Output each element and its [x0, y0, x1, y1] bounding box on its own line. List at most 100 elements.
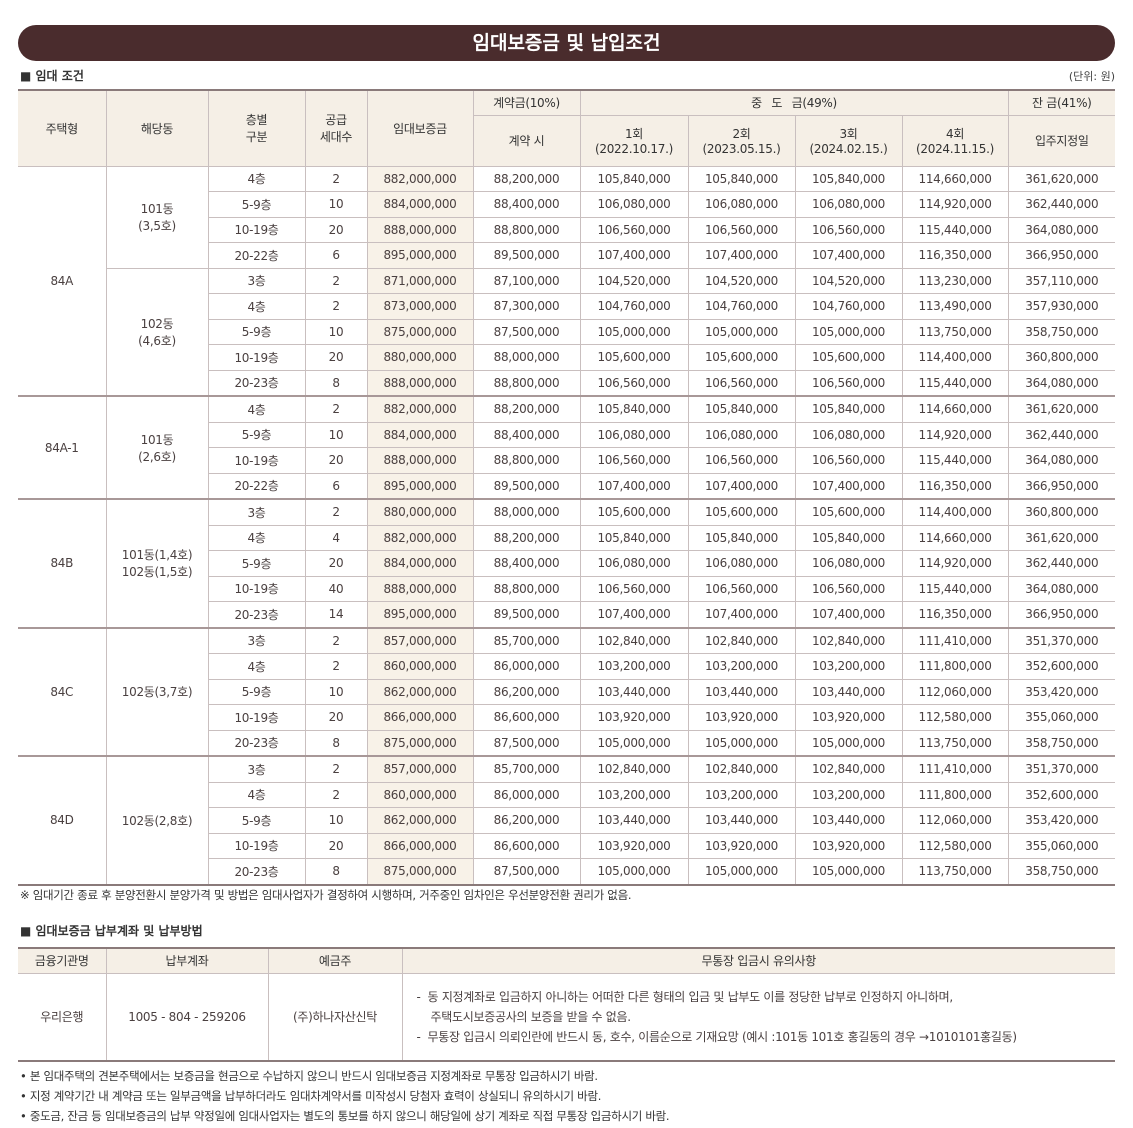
cell-contract: 89,500,000 — [472, 601, 581, 628]
cell-balance: 360,800,000 — [1007, 344, 1116, 371]
cell-middle-3: 105,000,000 — [794, 858, 903, 885]
cell-contract: 86,200,000 — [472, 807, 581, 834]
cell-middle-4: 111,800,000 — [901, 653, 1009, 680]
cell-middle-1: 103,200,000 — [579, 781, 689, 808]
cell-units: 8 — [304, 858, 368, 885]
cell-middle-2: 105,600,000 — [687, 344, 796, 371]
cell-middle-3: 106,560,000 — [794, 216, 903, 243]
cell-floor: 5-9층 — [208, 678, 306, 705]
cell-balance: 352,600,000 — [1007, 653, 1116, 680]
cell-contract: 88,400,000 — [472, 550, 581, 577]
cell-balance: 357,930,000 — [1007, 293, 1116, 320]
cell-middle-3: 106,560,000 — [794, 575, 903, 602]
cell-middle-2: 107,400,000 — [687, 601, 796, 628]
cell-deposit: 895,000,000 — [366, 242, 474, 269]
table-row: 84A-1 101동 (2,6호) 4층 2 882,000,000 88,200,000… — [18, 395, 1116, 500]
cell-middle-1: 105,840,000 — [579, 395, 689, 423]
cell-middle-4: 113,750,000 — [901, 318, 1009, 345]
cell-contract: 88,200,000 — [472, 395, 581, 423]
cell-dong: 101동 (2,6호) — [105, 395, 209, 500]
cell-deposit: 882,000,000 — [366, 165, 474, 192]
cell-middle-4: 113,230,000 — [901, 267, 1009, 294]
cell-middle-1: 103,920,000 — [579, 832, 689, 859]
cell-middle-4: 114,660,000 — [901, 395, 1009, 423]
cell-contract: 86,200,000 — [472, 678, 581, 705]
lease-conditions-table: 주택형 해당동 층별 구분 공급 세대수 임대보증금 계약금(10%) 중 도 … — [18, 89, 1116, 886]
table-row: 20-23층 8 875,000,000 87,500,000 105,000,000 1… — [18, 729, 1116, 757]
cell-middle-3: 106,080,000 — [794, 421, 903, 448]
cell-floor: 20-22층 — [208, 472, 306, 500]
cell-floor: 5-9층 — [208, 421, 306, 448]
cell-deposit: 880,000,000 — [366, 498, 474, 526]
cell-middle-1: 105,600,000 — [579, 498, 689, 526]
cell-deposit: 862,000,000 — [366, 807, 474, 834]
table-row: 20-23층 8 875,000,000 87,500,000 105,000,000 1… — [18, 858, 1116, 885]
cell-floor: 10-19층 — [208, 344, 306, 371]
cell-contract: 87,500,000 — [472, 858, 581, 885]
cell-units: 2 — [304, 267, 368, 294]
deposit-note: - 무통장 입금시 의뢰인란에 반드시 동, 호수, 이름순으로 기재요망 (예… — [416, 1029, 1018, 1044]
cell-middle-3: 107,400,000 — [794, 242, 903, 269]
cell-floor: 4층 — [208, 781, 306, 808]
cell-middle-2: 104,520,000 — [687, 267, 796, 294]
cell-middle-4: 114,920,000 — [901, 191, 1009, 218]
header-account: 납부계좌 — [105, 947, 269, 974]
cell-middle-2: 106,560,000 — [687, 575, 796, 602]
cell-middle-3: 103,920,000 — [794, 832, 903, 859]
cell-middle-4: 113,490,000 — [901, 293, 1009, 320]
cell-contract: 88,800,000 — [472, 369, 581, 397]
table-row: 10-19층 20 866,000,000 86,600,000 103,920,000… — [18, 704, 1116, 731]
cell-middle-1: 105,840,000 — [579, 524, 689, 551]
cell-floor: 5-9층 — [208, 191, 306, 218]
cell-middle-4: 114,400,000 — [901, 344, 1009, 371]
cell-balance: 361,620,000 — [1007, 395, 1116, 423]
cell-dong: 102동(3,7호) — [105, 627, 209, 757]
cell-contract: 86,600,000 — [472, 704, 581, 731]
cell-floor: 5-9층 — [208, 550, 306, 577]
cell-units: 2 — [304, 627, 368, 654]
table-row: 4층 4 882,000,000 88,200,000 105,840,000 105,8… — [18, 524, 1116, 551]
cell-middle-1: 104,760,000 — [579, 293, 689, 320]
cell-balance: 360,800,000 — [1007, 498, 1116, 526]
cell-middle-2: 105,000,000 — [687, 729, 796, 757]
cell-middle-3: 105,000,000 — [794, 318, 903, 345]
header-type: 주택형 — [18, 89, 107, 167]
cell-balance: 366,950,000 — [1007, 472, 1116, 500]
cell-balance: 351,370,000 — [1007, 627, 1116, 654]
unit-label: (단위: 원) — [1068, 70, 1115, 83]
cell-units: 2 — [304, 395, 368, 423]
header-contract: 계약 시 — [473, 114, 581, 167]
table-row: 10-19층 20 866,000,000 86,600,000 103,920,000… — [18, 832, 1116, 859]
cell-deposit: 895,000,000 — [366, 472, 474, 500]
header-balance: 입주지정일 — [1007, 114, 1116, 167]
cell-floor: 4층 — [208, 293, 306, 320]
cell-middle-4: 114,660,000 — [901, 165, 1009, 192]
cell-middle-3: 102,840,000 — [794, 755, 903, 783]
cell-floor: 4층 — [207, 165, 306, 192]
cell-middle-1: 105,000,000 — [579, 318, 689, 345]
cell-deposit: 860,000,000 — [366, 653, 474, 680]
header-middle-3: 3회 (2024.02.15.) — [794, 114, 903, 167]
cell-units: 10 — [304, 421, 368, 448]
cell-middle-3: 103,440,000 — [794, 678, 903, 705]
cell-floor: 5-9층 — [208, 318, 306, 345]
cell-contract: 86,600,000 — [472, 832, 581, 859]
cell-middle-2: 105,840,000 — [687, 165, 796, 192]
cell-balance: 358,750,000 — [1007, 858, 1116, 885]
account-number: 1005 - 804 - 259206 — [105, 972, 269, 1061]
cell-deposit: 857,000,000 — [366, 755, 474, 783]
cell-floor: 3층 — [207, 755, 306, 783]
section-title-payment: ■ 임대보증금 납부계좌 및 납부방법 — [20, 924, 203, 938]
cell-balance: 362,440,000 — [1007, 191, 1116, 218]
header-middle-4: 4회 (2024.11.15.) — [901, 114, 1009, 167]
cell-middle-4: 116,350,000 — [901, 601, 1009, 628]
cell-middle-3: 105,840,000 — [794, 524, 903, 551]
table-row: 20-22층 6 895,000,000 89,500,000 107,400,000 1… — [18, 472, 1116, 500]
cell-type: 84C — [18, 627, 107, 757]
conversion-note: ※ 임대기간 종료 후 분양전환시 분양가격 및 방법은 임대사업자가 결정하여… — [20, 888, 632, 902]
cell-balance: 353,420,000 — [1007, 678, 1116, 705]
table-row: 5-9층 10 862,000,000 86,200,000 103,440,000 10… — [18, 678, 1116, 705]
cell-floor: 3층 — [207, 627, 306, 654]
cell-balance: 364,080,000 — [1007, 447, 1116, 474]
cell-units: 20 — [304, 344, 368, 371]
